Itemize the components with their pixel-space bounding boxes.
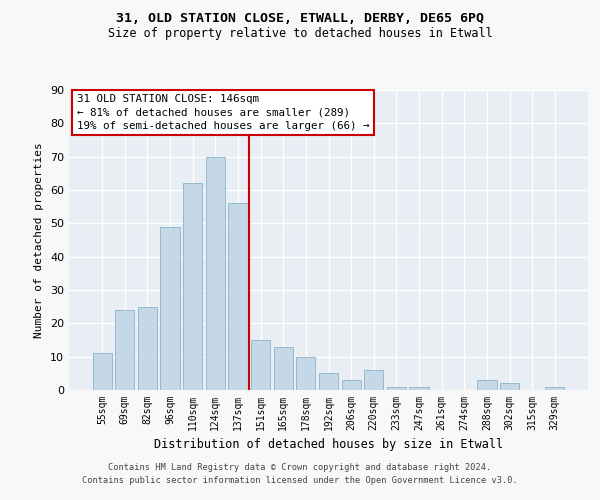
- Bar: [160, 226, 180, 390]
- Bar: [341, 380, 361, 390]
- Bar: [477, 380, 497, 390]
- Bar: [115, 310, 134, 390]
- Text: 31 OLD STATION CLOSE: 146sqm
← 81% of detached houses are smaller (289)
19% of s: 31 OLD STATION CLOSE: 146sqm ← 81% of de…: [77, 94, 369, 131]
- X-axis label: Distribution of detached houses by size in Etwall: Distribution of detached houses by size …: [154, 438, 503, 452]
- Text: Size of property relative to detached houses in Etwall: Size of property relative to detached ho…: [107, 28, 493, 40]
- Text: 31, OLD STATION CLOSE, ETWALL, DERBY, DE65 6PQ: 31, OLD STATION CLOSE, ETWALL, DERBY, DE…: [116, 12, 484, 26]
- Bar: [183, 184, 202, 390]
- Bar: [319, 374, 338, 390]
- Bar: [206, 156, 225, 390]
- Bar: [138, 306, 157, 390]
- Bar: [364, 370, 383, 390]
- Bar: [251, 340, 270, 390]
- Text: Contains public sector information licensed under the Open Government Licence v3: Contains public sector information licen…: [82, 476, 518, 485]
- Y-axis label: Number of detached properties: Number of detached properties: [34, 142, 44, 338]
- Bar: [409, 386, 428, 390]
- Bar: [274, 346, 293, 390]
- Bar: [545, 386, 565, 390]
- Bar: [500, 384, 519, 390]
- Bar: [296, 356, 316, 390]
- Bar: [229, 204, 248, 390]
- Text: Contains HM Land Registry data © Crown copyright and database right 2024.: Contains HM Land Registry data © Crown c…: [109, 462, 491, 471]
- Bar: [387, 386, 406, 390]
- Bar: [92, 354, 112, 390]
